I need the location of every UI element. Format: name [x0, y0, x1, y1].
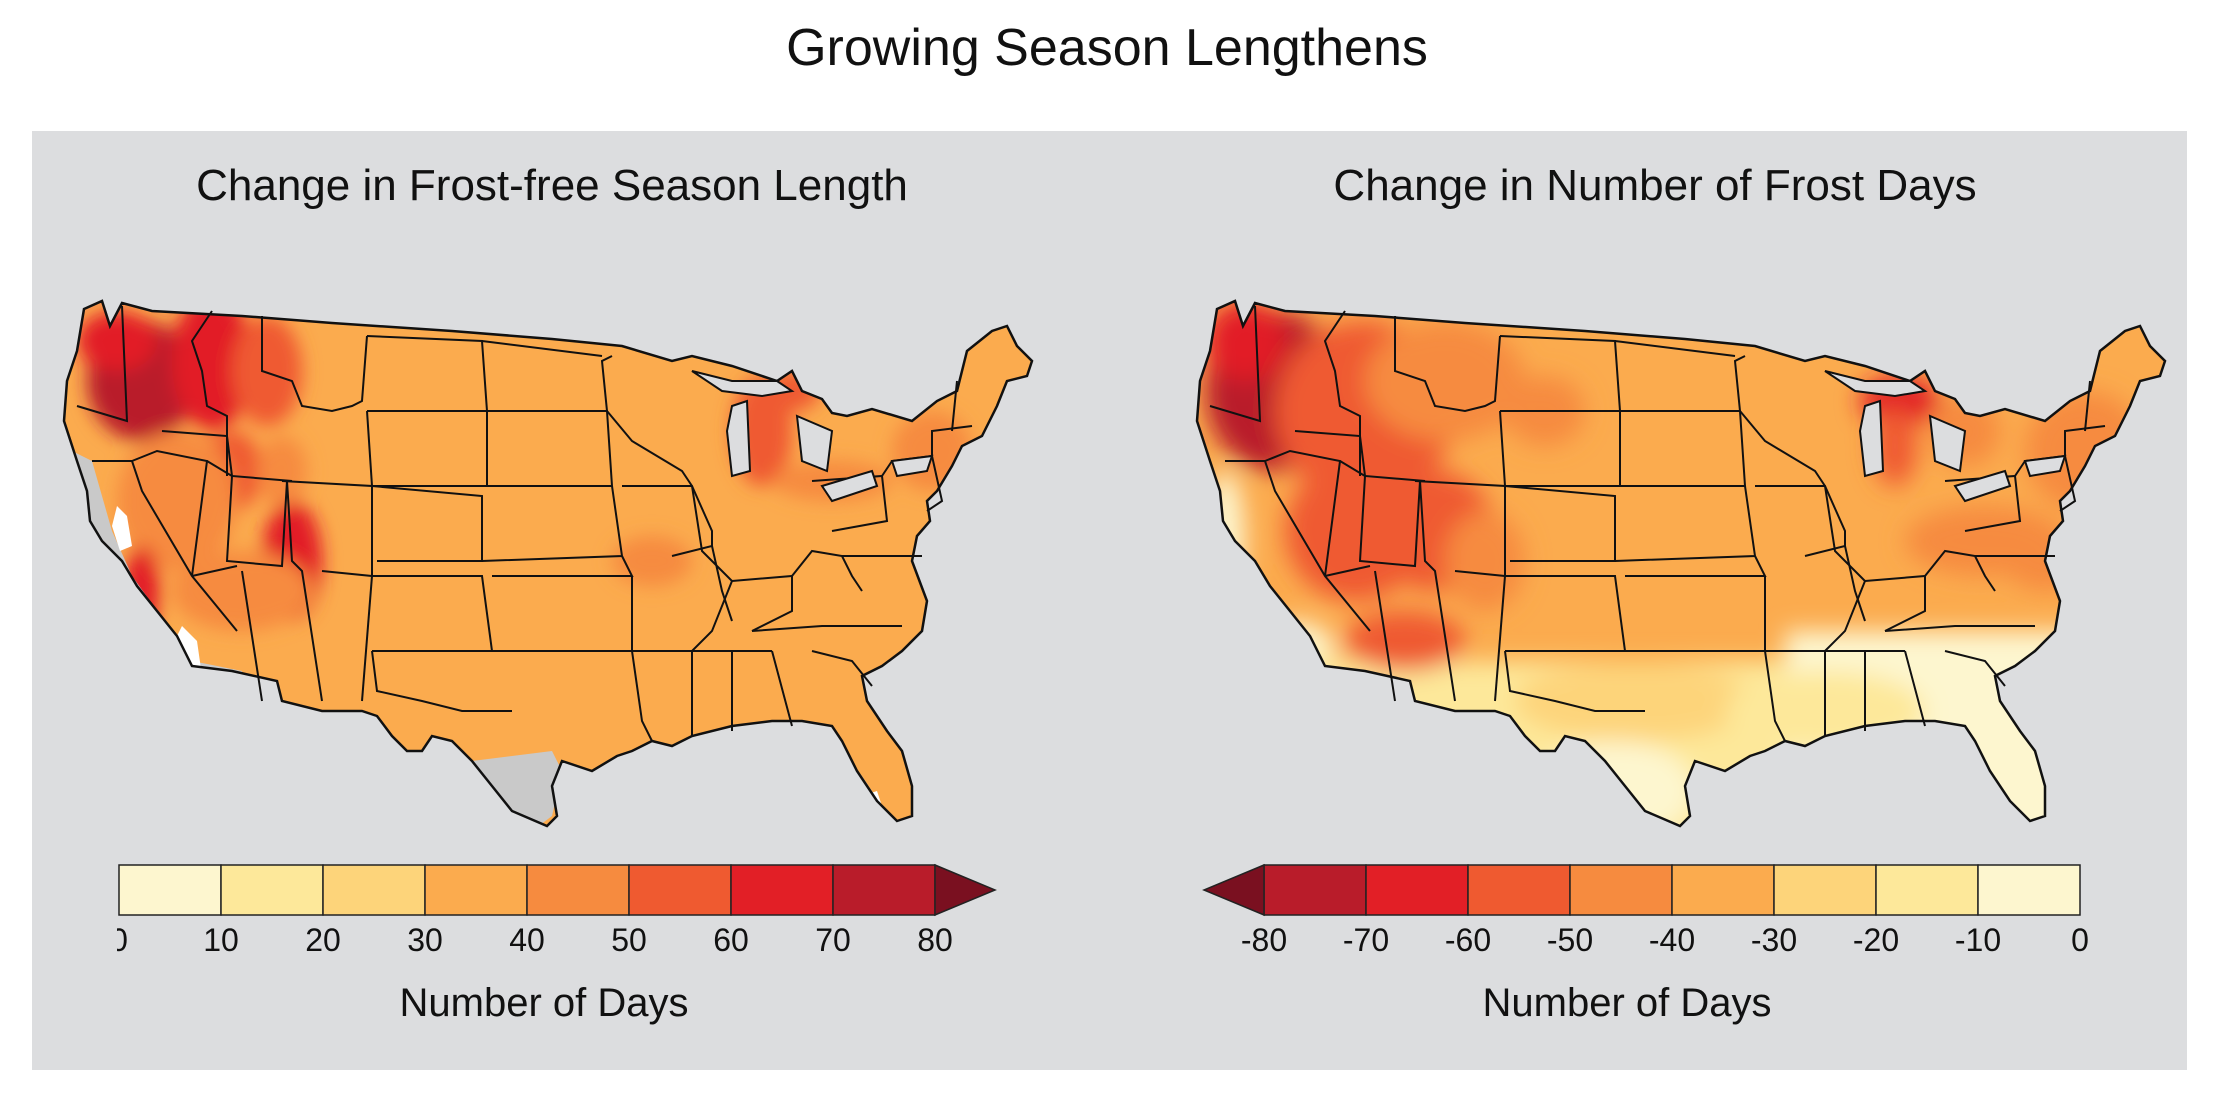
- legend-tick-label: -40: [1649, 922, 1695, 953]
- legend-swatch: [1263, 864, 1367, 916]
- great-lakes: [1824, 370, 2067, 503]
- legend-tick-label: -80: [1241, 922, 1287, 953]
- legend-swatch: [832, 864, 936, 916]
- legend-overflow-arrow: [1202, 863, 1265, 917]
- legend-tick-label: -60: [1445, 922, 1491, 953]
- left-map-title: Change in Frost-free Season Length: [196, 161, 908, 210]
- legend-tick-label: -20: [1853, 922, 1899, 953]
- legend-swatch: [322, 864, 426, 916]
- legend-tick-label: 80: [917, 922, 953, 953]
- legend-tick-label: 50: [611, 922, 647, 953]
- legend-tick-label: -50: [1547, 922, 1593, 953]
- legend-tick-label: 0: [117, 922, 128, 953]
- legend-swatch: [424, 864, 528, 916]
- legend-swatch: [1671, 864, 1775, 916]
- left-legend-label: Number of Days: [399, 981, 689, 1025]
- legend-swatch: [628, 864, 732, 916]
- legend-tick-label: -30: [1751, 922, 1797, 953]
- legend-tick-label: -70: [1343, 922, 1389, 953]
- legend-tick-label: 10: [203, 922, 239, 953]
- legend-swatch: [1569, 864, 1673, 916]
- left-legend-colorbar: 0 10 20 30 40 50 60 70 80: [117, 863, 997, 953]
- figure-title: Growing Season Lengthens: [786, 19, 1428, 77]
- state-borders: [1209, 305, 2106, 742]
- right-legend-label: Number of Days: [1482, 981, 1772, 1025]
- great-lakes: [691, 370, 934, 503]
- figure-panel: Change in Frost-free Season Length: [32, 131, 2187, 1070]
- legend-swatch: [1977, 864, 2081, 916]
- legend-swatch: [1365, 864, 1469, 916]
- right-legend-colorbar: -80 -70 -60 -50 -40 -30 -20 -10 0: [1202, 863, 2089, 953]
- legend-swatch: [730, 864, 834, 916]
- legend-tick-label: -10: [1955, 922, 2001, 953]
- right-map-title: Change in Number of Frost Days: [1333, 161, 1977, 210]
- legend-tick-label: 30: [407, 922, 443, 953]
- legend-tick-label: 0: [2071, 922, 2089, 953]
- frost-free-season-map: [62, 299, 1034, 828]
- state-borders: [76, 305, 973, 742]
- legend-tick-label: 40: [509, 922, 545, 953]
- frost-days-map: [1195, 299, 2167, 828]
- legend-swatch: [1875, 864, 1979, 916]
- legend-tick-label: 60: [713, 922, 749, 953]
- legend-swatch: [1467, 864, 1571, 916]
- legend-tick-label: 20: [305, 922, 341, 953]
- legend-swatch: [220, 864, 324, 916]
- legend-swatch: [526, 864, 630, 916]
- legend-tick-label: 70: [815, 922, 851, 953]
- legend-swatch: [1773, 864, 1877, 916]
- legend-overflow-arrow: [934, 863, 997, 917]
- legend-swatch: [118, 864, 222, 916]
